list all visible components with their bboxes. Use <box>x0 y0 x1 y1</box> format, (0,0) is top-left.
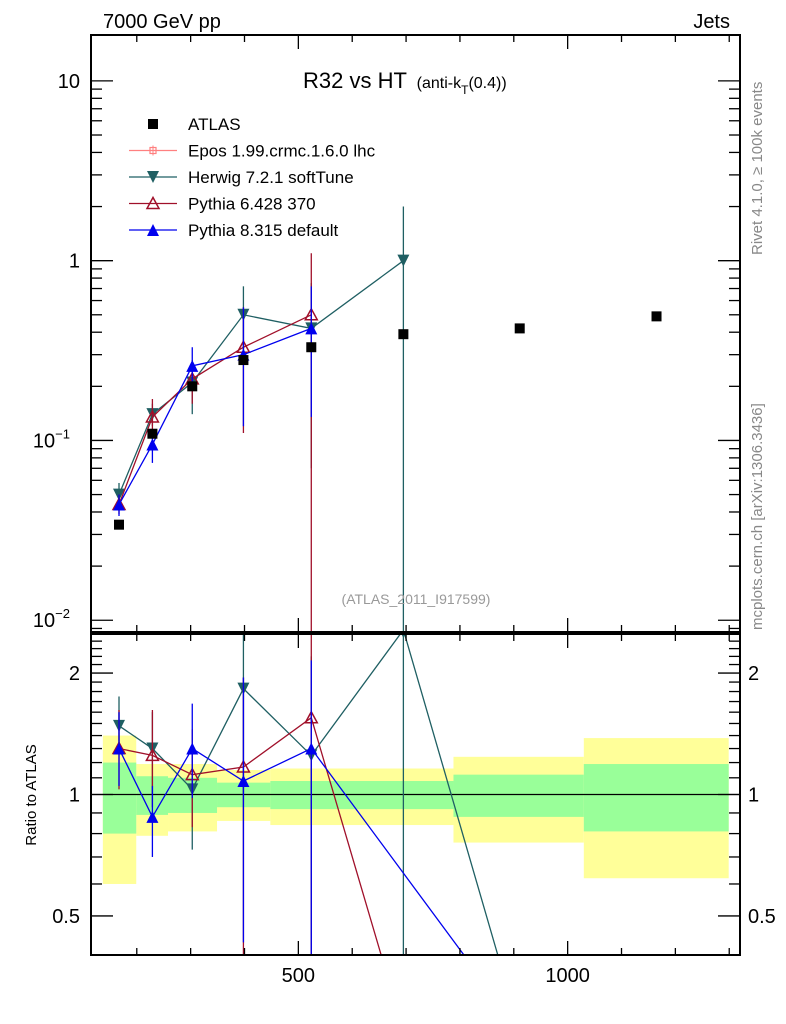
legend-label: Pythia 8.315 default <box>188 221 339 240</box>
chart-title-end: (0.4)) <box>468 75 506 92</box>
y-tick-label-base: 10 <box>33 430 55 452</box>
legend-marker <box>148 119 158 129</box>
chart-title-main: R32 vs HT <box>303 68 407 93</box>
legend-item: ATLAS <box>148 115 241 134</box>
y-tick-label: 10−2 <box>33 606 70 632</box>
y-tick-label: 10 <box>58 71 80 93</box>
atlas-data-point <box>147 428 158 439</box>
series-line <box>118 260 404 495</box>
ratio-tick-label-right: 1 <box>748 785 759 807</box>
ratio-point <box>146 810 159 823</box>
stat-uncertainty-band <box>453 774 584 817</box>
legend-item: Pythia 8.315 default <box>129 221 339 240</box>
ratio-point <box>186 742 199 755</box>
legend-label: Epos 1.99.crmc.1.6.0 lhc <box>188 142 376 161</box>
data-point <box>186 359 199 372</box>
rivet-label: Rivet 4.1.0, ≥ 100k events <box>749 82 766 255</box>
upper-series <box>111 206 662 632</box>
ratio-line <box>118 716 382 955</box>
upper-frame <box>90 34 741 633</box>
data-point <box>145 409 160 423</box>
ratio-line <box>118 747 465 955</box>
stat-uncertainty-band <box>583 764 729 832</box>
y-tick-label-base: 1 <box>69 251 80 273</box>
x-tick-label: 1000 <box>545 965 590 987</box>
legend-item: Epos 1.99.crmc.1.6.0 lhc <box>129 142 376 161</box>
legend-item: Pythia 6.428 370 <box>129 195 316 214</box>
chart-title: R32 vs HT (anti-kT(0.4)) <box>303 68 507 97</box>
data-point <box>146 438 159 451</box>
y-tick-label-base: 10 <box>58 71 80 93</box>
analysis-id: (ATLAS_2011_I917599) <box>342 591 491 607</box>
legend-marker <box>147 224 159 236</box>
ratio-tick-label-right: 0.5 <box>748 906 776 928</box>
data-point <box>397 254 410 267</box>
legend-marker <box>145 195 161 210</box>
atlas-data-point <box>651 311 662 322</box>
ratio-point <box>113 742 126 755</box>
y-tick-label-exp: −2 <box>55 606 70 621</box>
ratio-series <box>111 634 499 955</box>
ratio-tick-label-left: 2 <box>69 663 80 685</box>
ratio-point <box>305 742 318 755</box>
atlas-data-point <box>114 519 125 530</box>
y-tick-label-base: 10 <box>33 610 55 632</box>
ratio-tick-label-right: 2 <box>748 663 759 685</box>
atlas-data-point <box>398 329 409 340</box>
atlas-data-point <box>187 381 198 392</box>
legend-item: Herwig 7.2.1 softTune <box>129 168 354 187</box>
ratio-point <box>145 747 160 762</box>
header-right: Jets <box>693 11 730 33</box>
legend-marker <box>147 171 159 183</box>
ratio-tick-label-left: 0.5 <box>52 906 80 928</box>
chart-title-suffix: (anti-k <box>417 75 462 92</box>
ratio-ylabel: Ratio to ATLAS <box>23 744 40 845</box>
legend-label: Herwig 7.2.1 softTune <box>188 168 354 187</box>
header-left: 7000 GeV pp <box>103 11 221 33</box>
y-tick-label: 1 <box>69 251 80 273</box>
series-line <box>118 327 312 505</box>
atlas-data-point <box>238 355 249 366</box>
legend-label: ATLAS <box>188 115 241 134</box>
mcplots-label: mcplots.cern.ch [arXiv:1306.3436] <box>749 403 766 630</box>
atlas-data-point <box>306 342 317 353</box>
y-tick-label: 10−1 <box>33 426 70 452</box>
x-tick-label: 500 <box>282 965 315 987</box>
ratio-point <box>237 775 250 788</box>
legend-label: Pythia 6.428 370 <box>188 195 316 214</box>
ratio-tick-label-left: 1 <box>69 785 80 807</box>
legend: ATLAS Epos 1.99.crmc.1.6.0 lhc Herwig 7.2.… <box>129 115 376 240</box>
data-point <box>305 322 318 335</box>
chart-title-sub: T <box>461 83 469 97</box>
y-tick-label-exp: −1 <box>55 426 70 441</box>
data-point <box>113 498 126 511</box>
ratio-bands <box>91 735 740 884</box>
atlas-data-point <box>514 323 525 334</box>
